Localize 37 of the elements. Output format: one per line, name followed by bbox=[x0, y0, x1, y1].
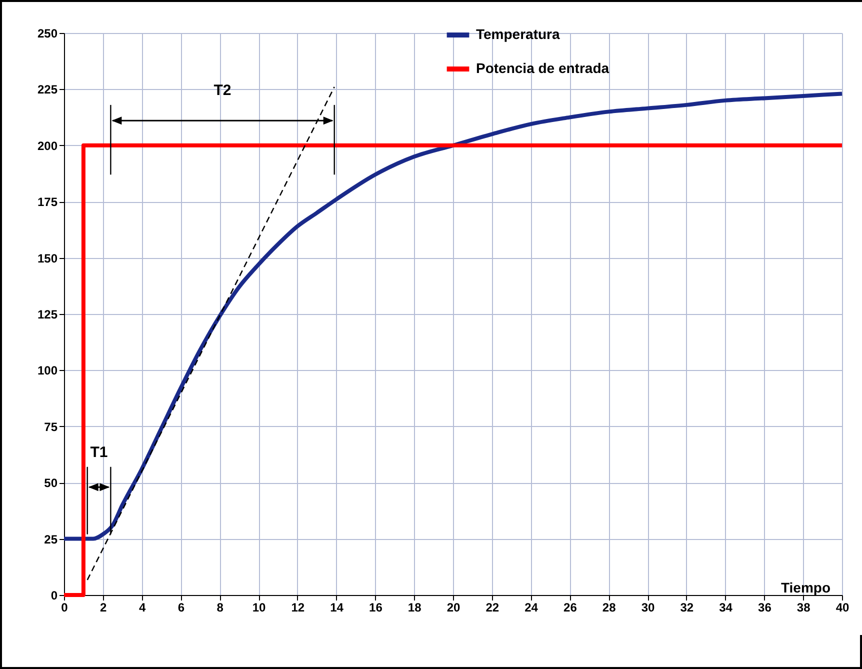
y-tick-label: 175 bbox=[37, 195, 58, 210]
legend-label: Temperatura bbox=[476, 26, 560, 42]
x-tick-label: 30 bbox=[641, 600, 655, 614]
y-tick-label: 225 bbox=[37, 82, 58, 97]
x-tick-label: 6 bbox=[178, 600, 185, 614]
y-tick-label: 150 bbox=[37, 251, 58, 266]
x-tick-label: 34 bbox=[719, 600, 733, 614]
x-tick-label: 0 bbox=[61, 600, 68, 614]
y-tick-label: 200 bbox=[37, 138, 58, 153]
x-tick-label: 18 bbox=[408, 600, 422, 614]
y-tick-label: 125 bbox=[37, 308, 58, 322]
x-tick-label: 32 bbox=[680, 600, 694, 614]
y-tick-label: 25 bbox=[44, 532, 58, 546]
x-tick-label: 40 bbox=[836, 600, 850, 614]
x-tick-label: 14 bbox=[330, 600, 344, 614]
x-tick-label: 16 bbox=[369, 600, 383, 614]
x-tick-label: 4 bbox=[138, 600, 146, 614]
annotation: T1 bbox=[90, 444, 108, 461]
x-tick-label: 12 bbox=[291, 600, 305, 614]
x-tick-label: 22 bbox=[486, 600, 500, 614]
x-tick-label: 8 bbox=[216, 600, 224, 614]
x-tick-label: 10 bbox=[252, 600, 266, 614]
x-tick-label: 24 bbox=[524, 600, 538, 614]
legend-label: Potencia de entrada bbox=[476, 60, 610, 76]
x-tick-label: 26 bbox=[564, 600, 578, 614]
x-tick-label: 28 bbox=[602, 600, 616, 614]
x-tick-label: 38 bbox=[796, 600, 811, 614]
x-tick-label: 20 bbox=[446, 600, 460, 614]
y-tick-label: 100 bbox=[37, 364, 58, 378]
y-tick-label: 250 bbox=[37, 26, 58, 40]
x-axis-title: Tiempo bbox=[780, 580, 830, 596]
y-tick-label: 75 bbox=[44, 420, 58, 434]
y-tick-label: 0 bbox=[50, 588, 58, 602]
x-tick-label: 2 bbox=[100, 600, 108, 614]
annotation: T2 bbox=[214, 82, 232, 99]
x-tick-label: 36 bbox=[758, 600, 772, 614]
y-tick-label: 50 bbox=[44, 476, 58, 490]
